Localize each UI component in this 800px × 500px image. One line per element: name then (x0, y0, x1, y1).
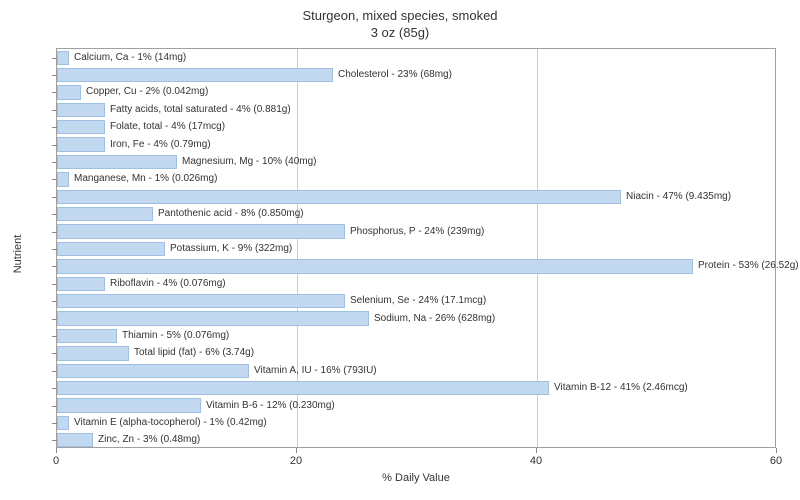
nutrient-bar (57, 155, 177, 169)
nutrient-bar (57, 311, 369, 325)
y-tick (52, 179, 57, 180)
nutrient-label: Magnesium, Mg - 10% (40mg) (182, 156, 317, 167)
nutrient-bar (57, 85, 81, 99)
nutrient-bar (57, 381, 549, 395)
y-tick (52, 214, 57, 215)
nutrient-label: Niacin - 47% (9.435mg) (626, 191, 731, 202)
nutrient-bar (57, 137, 105, 151)
nutrient-label: Selenium, Se - 24% (17.1mcg) (350, 295, 486, 306)
nutrient-label: Vitamin A, IU - 16% (793IU) (254, 365, 377, 376)
nutrient-label: Sodium, Na - 26% (628mg) (374, 313, 495, 324)
y-tick (52, 249, 57, 250)
nutrient-bar (57, 416, 69, 430)
nutrient-label: Potassium, K - 9% (322mg) (170, 243, 292, 254)
nutrient-label: Protein - 53% (26.52g) (698, 260, 799, 271)
y-tick (52, 336, 57, 337)
nutrient-label: Folate, total - 4% (17mcg) (110, 121, 225, 132)
nutrient-label: Riboflavin - 4% (0.076mg) (110, 278, 226, 289)
nutrient-bar (57, 51, 69, 65)
y-tick (52, 58, 57, 59)
y-tick (52, 423, 57, 424)
y-tick (52, 371, 57, 372)
chart-title-line2: 3 oz (85g) (0, 25, 800, 40)
nutrient-label: Fatty acids, total saturated - 4% (0.881… (110, 104, 291, 115)
y-tick (52, 162, 57, 163)
nutrient-bar (57, 398, 201, 412)
y-tick (52, 110, 57, 111)
nutrient-label: Copper, Cu - 2% (0.042mg) (86, 86, 208, 97)
y-tick (52, 388, 57, 389)
nutrient-label: Zinc, Zn - 3% (0.48mg) (98, 434, 200, 445)
nutrient-bar (57, 190, 621, 204)
plot-area: Calcium, Ca - 1% (14mg) Cholesterol - 23%… (56, 48, 776, 448)
nutrient-bar (57, 259, 693, 273)
x-tick-label: 20 (290, 455, 302, 467)
nutrient-label: Total lipid (fat) - 6% (3.74g) (134, 347, 254, 358)
y-tick (52, 92, 57, 93)
nutrient-label: Calcium, Ca - 1% (14mg) (74, 52, 186, 63)
nutrient-bar (57, 207, 153, 221)
nutrient-label: Phosphorus, P - 24% (239mg) (350, 226, 484, 237)
nutrient-label: Manganese, Mn - 1% (0.026mg) (74, 173, 217, 184)
nutrient-bar (57, 242, 165, 256)
y-tick (52, 75, 57, 76)
x-tick (536, 448, 537, 453)
y-tick (52, 353, 57, 354)
nutrient-label: Thiamin - 5% (0.076mg) (122, 330, 229, 341)
nutrient-bar (57, 346, 129, 360)
nutrient-bar (57, 277, 105, 291)
nutrient-bar (57, 120, 105, 134)
nutrient-bar (57, 294, 345, 308)
y-tick (52, 406, 57, 407)
nutrient-label: Vitamin E (alpha-tocopherol) - 1% (0.42m… (74, 417, 267, 428)
y-tick (52, 284, 57, 285)
nutrient-label: Vitamin B-12 - 41% (2.46mcg) (554, 382, 688, 393)
y-tick (52, 440, 57, 441)
y-tick (52, 319, 57, 320)
x-axis-label: % Daily Value (382, 472, 450, 484)
x-tick-label: 0 (53, 455, 59, 467)
x-tick-label: 40 (530, 455, 542, 467)
y-axis-label: Nutrient (12, 235, 24, 274)
x-tick (776, 448, 777, 453)
nutrient-bar (57, 172, 69, 186)
y-tick (52, 301, 57, 302)
nutrient-bar (57, 329, 117, 343)
x-tick (56, 448, 57, 453)
nutrient-bar (57, 224, 345, 238)
nutrient-label: Pantothenic acid - 8% (0.850mg) (158, 208, 304, 219)
y-tick (52, 127, 57, 128)
nutrient-label: Vitamin B-6 - 12% (0.230mg) (206, 400, 335, 411)
nutrient-bar (57, 364, 249, 378)
nutrient-bar (57, 433, 93, 447)
nutrient-label: Iron, Fe - 4% (0.79mg) (110, 139, 211, 150)
nutrient-bar (57, 68, 333, 82)
nutrient-label: Cholesterol - 23% (68mg) (338, 69, 452, 80)
chart-container: Sturgeon, mixed species, smoked 3 oz (85… (0, 0, 800, 500)
y-tick (52, 197, 57, 198)
nutrient-bar (57, 103, 105, 117)
y-tick (52, 232, 57, 233)
x-tick (296, 448, 297, 453)
x-tick-label: 60 (770, 455, 782, 467)
chart-title-line1: Sturgeon, mixed species, smoked (0, 8, 800, 23)
y-tick (52, 266, 57, 267)
y-tick (52, 145, 57, 146)
